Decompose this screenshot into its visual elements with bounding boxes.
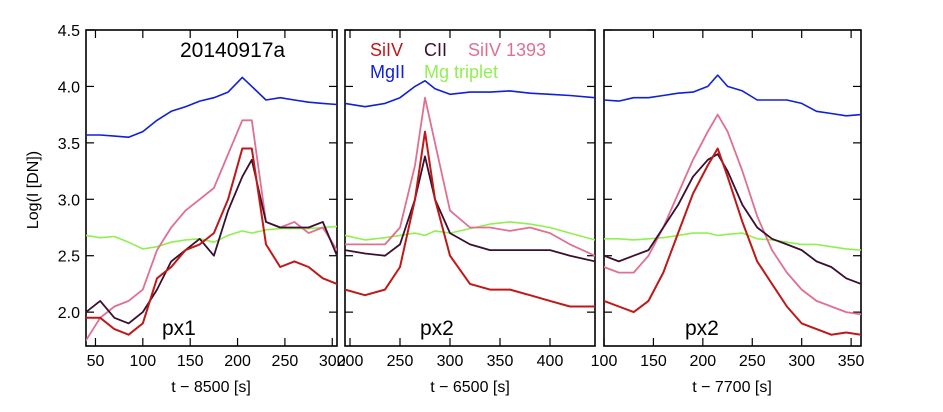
legend: SiIV CII SiIV 1393 MgII Mg triplet <box>370 40 546 82</box>
series-line-mgii <box>345 80 595 108</box>
x-tick-label: 250 <box>387 353 414 370</box>
series-line-siiv <box>604 147 861 336</box>
x-tick-label: 250 <box>739 353 766 370</box>
series-line-cii <box>345 155 595 263</box>
x-tick-label: 400 <box>537 353 564 370</box>
series-line-mgii <box>604 74 861 117</box>
x-tick-label: 200 <box>689 353 716 370</box>
panel-right-plot <box>604 74 861 336</box>
y-tick-label: 3.0 <box>58 192 80 209</box>
legend-cii: CII <box>424 40 447 60</box>
panel-middle-annotation: px2 <box>420 317 454 340</box>
panel-right-y-axis <box>604 29 861 313</box>
y-tick-label: 3.5 <box>58 136 80 153</box>
x-tick-label: 150 <box>177 353 204 370</box>
x-tick-label: 250 <box>272 353 299 370</box>
panel-left-x-label: t − 8500 [s] <box>171 379 251 396</box>
y-axis-label: Log(I [DN]) <box>25 151 42 229</box>
panel-middle-x-axis: 200 250 300 350 400 <box>337 30 564 370</box>
x-tick-label: 350 <box>838 353 865 370</box>
legend-siiv1393: SiIV 1393 <box>468 40 546 60</box>
x-tick-label: 350 <box>487 353 514 370</box>
panel-right-x-label: t − 7700 [s] <box>692 379 772 396</box>
x-tick-label: 300 <box>788 353 815 370</box>
panel-left-frame <box>85 29 338 347</box>
x-tick-label: 50 <box>87 353 105 370</box>
panel-right: 100 150 200 250 300 350 px2 t − 7700 [s] <box>591 29 865 396</box>
panel-left-annotation: px1 <box>162 317 196 340</box>
legend-siiv: SiIV <box>370 40 403 60</box>
chart-title: 20140917a <box>180 39 285 62</box>
panel-left: 2.0 2.5 3.0 3.5 4.0 4.5 50 100 150 200 250 300 px1… <box>58 23 346 396</box>
panel-middle-plot <box>345 80 595 308</box>
series-line-cii <box>604 153 861 285</box>
x-tick-label: 200 <box>224 353 251 370</box>
series-line-cii <box>86 158 337 325</box>
y-tick-label: 2.5 <box>58 249 80 266</box>
series-line-mgii <box>86 76 337 138</box>
panel-left-plot <box>86 76 337 342</box>
y-tick-label: 2.0 <box>58 305 80 322</box>
panel-middle-x-label: t − 6500 [s] <box>430 379 510 396</box>
x-tick-label: 100 <box>591 353 618 370</box>
y-tick-label: 4.0 <box>58 79 80 96</box>
x-tick-label: 300 <box>437 353 464 370</box>
panel-right-frame <box>603 29 862 347</box>
panel-right-x-axis: 100 150 200 250 300 350 <box>591 30 865 370</box>
panel-middle: 200 250 300 350 400 px2 t − 6500 [s] <box>337 29 596 396</box>
series-line-siiv <box>86 147 337 336</box>
legend-mgtriplet: Mg triplet <box>424 62 498 82</box>
panel-middle-frame <box>344 29 596 347</box>
x-tick-label: 100 <box>129 353 156 370</box>
series-line-siiv <box>345 130 595 308</box>
series-line-mgtriplet <box>86 225 337 250</box>
panel-right-annotation: px2 <box>685 317 719 340</box>
x-tick-label: 200 <box>337 353 364 370</box>
panel-middle-y-axis <box>345 29 595 313</box>
series-line-siiv1393 <box>345 96 595 257</box>
panel-left-x-axis: 50 100 150 200 250 300 <box>87 30 346 370</box>
y-tick-label: 4.5 <box>58 23 80 40</box>
series-line-siiv1393 <box>86 119 337 342</box>
series-line-mgtriplet <box>604 232 861 251</box>
x-tick-label: 300 <box>319 353 346 370</box>
panel-left-y-axis: 2.0 2.5 3.0 3.5 4.0 4.5 <box>58 23 337 322</box>
legend-mgii: MgII <box>370 62 405 82</box>
series-line-siiv1393 <box>604 113 861 316</box>
x-tick-label: 150 <box>640 353 667 370</box>
